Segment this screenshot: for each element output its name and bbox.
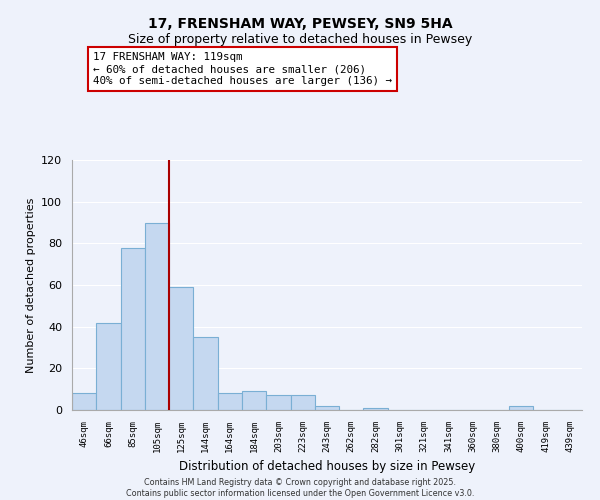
Bar [290, 396, 315, 410]
Bar [96, 322, 121, 410]
Bar [121, 248, 145, 410]
Bar [218, 394, 242, 410]
Bar [315, 406, 339, 410]
Y-axis label: Number of detached properties: Number of detached properties [26, 198, 35, 372]
Bar [72, 394, 96, 410]
Bar [242, 391, 266, 410]
Bar [145, 222, 169, 410]
Bar [364, 408, 388, 410]
Bar [193, 337, 218, 410]
Bar [509, 406, 533, 410]
Bar [266, 396, 290, 410]
Text: Size of property relative to detached houses in Pewsey: Size of property relative to detached ho… [128, 32, 472, 46]
Bar [169, 287, 193, 410]
Text: Contains HM Land Registry data © Crown copyright and database right 2025.
Contai: Contains HM Land Registry data © Crown c… [126, 478, 474, 498]
Text: 17 FRENSHAM WAY: 119sqm
← 60% of detached houses are smaller (206)
40% of semi-d: 17 FRENSHAM WAY: 119sqm ← 60% of detache… [93, 52, 392, 86]
X-axis label: Distribution of detached houses by size in Pewsey: Distribution of detached houses by size … [179, 460, 475, 473]
Text: 17, FRENSHAM WAY, PEWSEY, SN9 5HA: 17, FRENSHAM WAY, PEWSEY, SN9 5HA [148, 18, 452, 32]
